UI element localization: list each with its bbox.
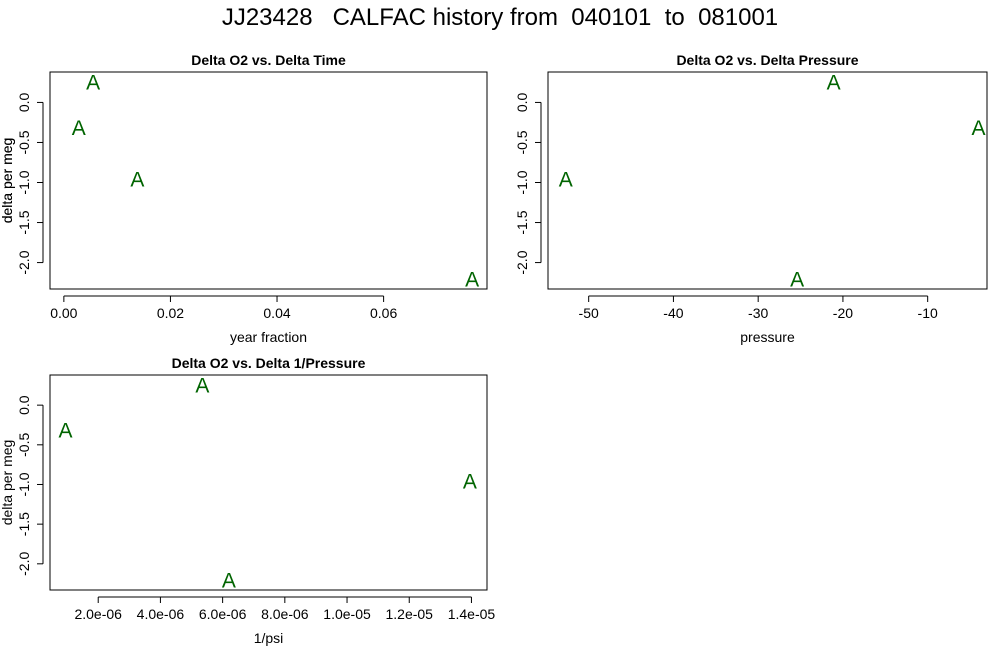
y-tick-label: -0.5 <box>16 130 32 154</box>
data-point: A <box>463 470 477 493</box>
y-tick-label: -1.0 <box>514 170 530 194</box>
plot-frame <box>49 374 488 591</box>
y-tick-label: -2.0 <box>16 250 32 274</box>
plot-frame <box>547 71 988 290</box>
page-title: JJ23428 CALFAC history from 040101 to 08… <box>221 4 779 31</box>
data-point: A <box>86 71 100 94</box>
x-tick-label: -20 <box>833 305 853 321</box>
x-tick-label: 4.0e-06 <box>137 606 185 622</box>
data-point: A <box>59 420 73 443</box>
y-tick-label: 0.0 <box>16 92 32 112</box>
y-axis-label: delta per meg <box>0 138 15 224</box>
data-point: A <box>827 71 841 94</box>
data-point: A <box>130 168 144 191</box>
data-point: A <box>972 117 986 140</box>
y-tick-label: -1.5 <box>514 210 530 234</box>
plot-title: Delta O2 vs. Delta Time <box>191 52 346 68</box>
x-tick-label: 0.04 <box>263 305 290 321</box>
x-tick-label: 1.2e-05 <box>385 606 433 622</box>
plot-title: Delta O2 vs. Delta 1/Pressure <box>172 355 366 371</box>
x-tick-label: 2.0e-06 <box>74 606 122 622</box>
plot-title: Delta O2 vs. Delta Pressure <box>676 52 858 68</box>
x-tick-label: 0.00 <box>50 305 77 321</box>
x-tick-label: -10 <box>918 305 938 321</box>
x-tick-label: 1.4e-05 <box>448 606 496 622</box>
y-tick-label: 0.0 <box>16 395 32 415</box>
y-tick-label: -2.0 <box>16 552 32 576</box>
y-tick-label: 0.0 <box>514 92 530 112</box>
x-tick-label: -30 <box>748 305 768 321</box>
x-tick-label: -40 <box>663 305 683 321</box>
x-tick-label: 6.0e-06 <box>199 606 247 622</box>
data-point: A <box>195 374 209 397</box>
data-point: A <box>72 117 86 140</box>
x-axis-label: pressure <box>740 329 795 345</box>
y-tick-label: -0.5 <box>16 433 32 457</box>
plot-frame <box>49 71 488 290</box>
y-tick-label: -1.5 <box>16 210 32 234</box>
data-point: A <box>222 569 236 592</box>
x-tick-label: 0.06 <box>370 305 397 321</box>
x-tick-label: 1.0e-05 <box>323 606 371 622</box>
x-tick-label: -50 <box>579 305 599 321</box>
x-axis-label: 1/psi <box>254 630 284 646</box>
y-axis-label: delta per meg <box>0 138 15 224</box>
y-tick-label: -1.5 <box>16 512 32 536</box>
data-point: A <box>559 168 573 191</box>
x-axis-label: year fraction <box>230 329 307 345</box>
x-tick-label: 8.0e-06 <box>261 606 309 622</box>
y-tick-label: -2.0 <box>514 250 530 274</box>
y-axis-label: delta per meg <box>0 440 15 526</box>
data-point: A <box>465 268 479 291</box>
y-tick-label: -1.0 <box>16 472 32 496</box>
data-point: A <box>790 268 804 291</box>
y-tick-label: -1.0 <box>16 170 32 194</box>
y-tick-label: -0.5 <box>514 130 530 154</box>
x-tick-label: 0.02 <box>157 305 184 321</box>
